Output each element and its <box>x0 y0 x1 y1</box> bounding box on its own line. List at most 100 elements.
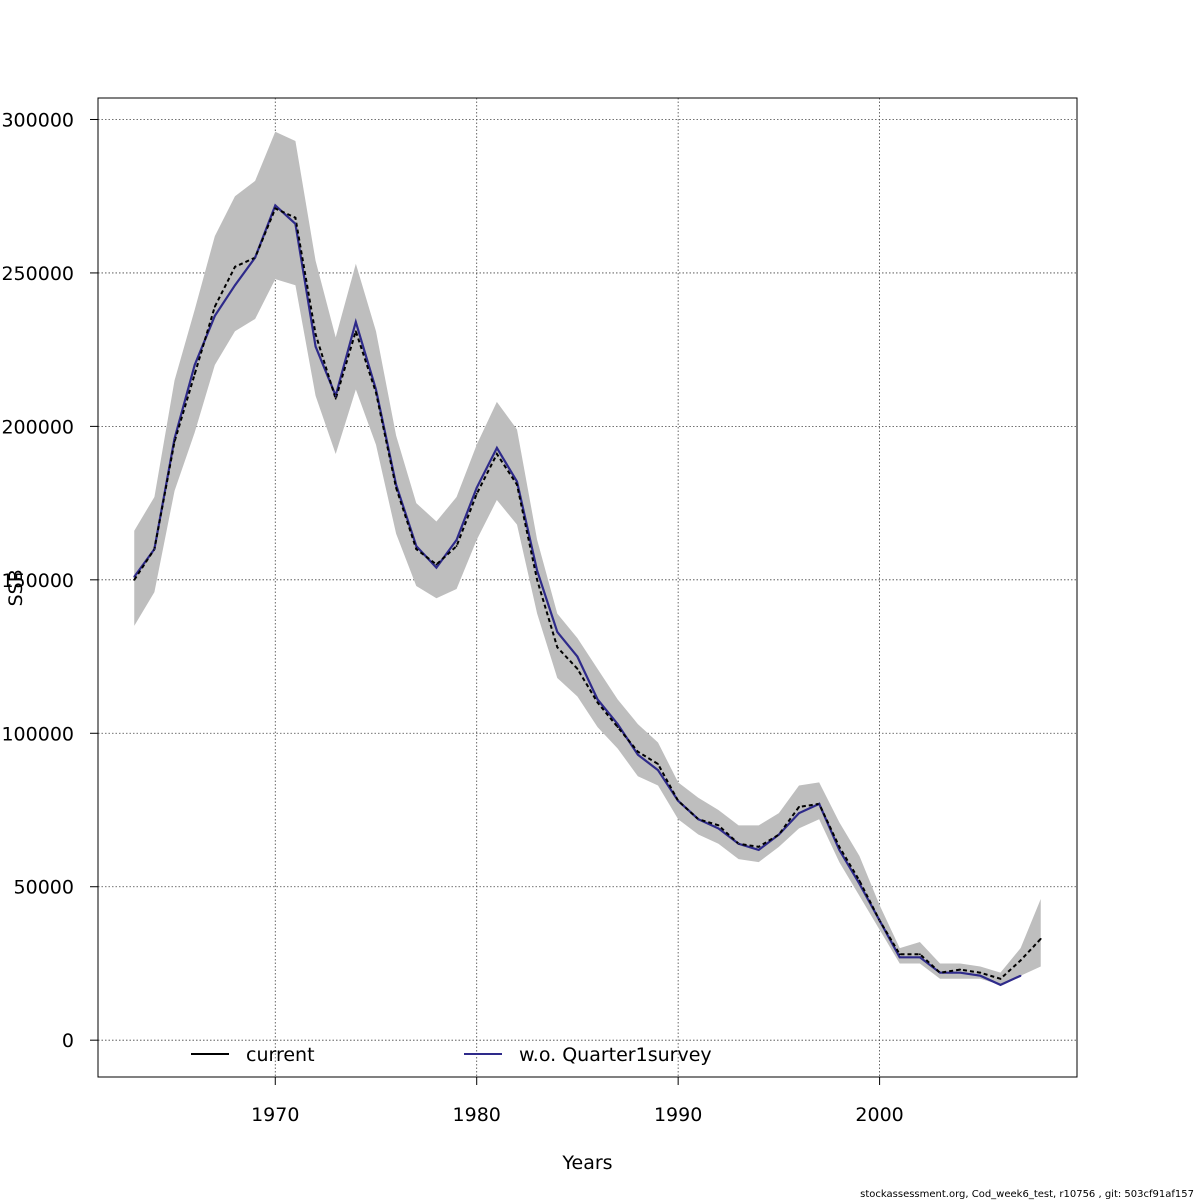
data-point-current <box>556 646 559 649</box>
data-point-w-o-quarter1survey <box>536 569 539 572</box>
x-tick-label: 1970 <box>251 1104 299 1126</box>
data-point-current <box>798 806 800 808</box>
data-point-w-o-quarter1survey <box>616 723 619 725</box>
data-point-w-o-quarter1survey <box>395 483 398 486</box>
data-point-w-o-quarter1survey <box>737 842 740 845</box>
data-point-current <box>193 373 196 376</box>
data-point-w-o-quarter1survey <box>375 388 377 391</box>
data-point-w-o-quarter1survey <box>657 769 659 772</box>
y-tick-label: 100000 <box>1 723 74 745</box>
legend-label-current: current <box>246 1044 315 1066</box>
data-point-current <box>717 824 720 827</box>
data-point-current <box>475 492 478 495</box>
data-point-current <box>1039 937 1042 940</box>
y-tick-label: 200000 <box>1 416 74 438</box>
data-point-w-o-quarter1survey <box>334 394 337 397</box>
y-tick-label: 250000 <box>1 263 74 285</box>
data-point-w-o-quarter1survey <box>475 486 478 489</box>
data-point-current <box>455 545 458 547</box>
data-point-w-o-quarter1survey <box>173 437 176 440</box>
data-point-w-o-quarter1survey <box>979 974 982 977</box>
data-point-w-o-quarter1survey <box>274 204 277 207</box>
x-axis-label: Years <box>561 1152 612 1174</box>
data-point-w-o-quarter1survey <box>133 575 136 578</box>
data-point-w-o-quarter1survey <box>959 971 962 974</box>
data-point-current <box>294 216 297 219</box>
data-point-w-o-quarter1survey <box>153 548 156 551</box>
data-point-current <box>213 305 216 308</box>
data-point-w-o-quarter1survey <box>435 566 438 569</box>
data-point-w-o-quarter1survey <box>354 321 357 323</box>
legend: current w.o. Quarter1survey <box>191 1044 712 1066</box>
data-point-current <box>395 486 398 489</box>
data-point-w-o-quarter1survey <box>798 812 800 814</box>
data-point-w-o-quarter1survey <box>254 256 257 259</box>
data-point-current <box>979 971 982 974</box>
y-axis-ticks: 0 50000 100000 150000 200000 250000 300000 <box>1 109 98 1052</box>
data-point-current <box>234 265 236 268</box>
data-point-current <box>999 977 1002 980</box>
data-point-current <box>495 453 498 455</box>
data-point-w-o-quarter1survey <box>677 799 680 802</box>
data-point-w-o-quarter1survey <box>415 545 418 547</box>
data-point-current <box>657 763 659 765</box>
data-point-w-o-quarter1survey <box>878 919 881 922</box>
data-point-current <box>858 879 861 882</box>
series-line-w-o-quarter1survey <box>133 203 1022 987</box>
data-point-w-o-quarter1survey <box>1019 974 1022 977</box>
data-point-current <box>576 667 579 670</box>
data-point-w-o-quarter1survey <box>757 848 760 851</box>
series-lines <box>133 203 1042 987</box>
data-point-w-o-quarter1survey <box>918 956 921 959</box>
y-tick-label: 50000 <box>14 877 74 899</box>
y-tick-label: 300000 <box>1 109 74 131</box>
data-point-current <box>757 845 760 848</box>
data-point-w-o-quarter1survey <box>999 984 1002 986</box>
data-point-current <box>596 701 599 704</box>
x-axis-ticks: 1970 1980 1990 2000 <box>251 1077 904 1126</box>
data-point-current <box>616 726 619 729</box>
data-point-w-o-quarter1survey <box>516 480 518 483</box>
data-point-current <box>918 953 921 956</box>
data-point-current <box>1019 959 1022 962</box>
data-point-w-o-quarter1survey <box>596 698 599 701</box>
data-point-w-o-quarter1survey <box>455 539 458 541</box>
data-point-current <box>173 440 176 443</box>
x-tick-label: 1990 <box>654 1104 702 1126</box>
legend-label-w-o-quarter1survey: w.o. Quarter1survey <box>519 1044 712 1066</box>
x-tick-label: 1980 <box>453 1104 501 1126</box>
data-point-current <box>133 578 136 581</box>
data-point-w-o-quarter1survey <box>636 753 639 756</box>
data-point-w-o-quarter1survey <box>697 818 700 821</box>
footer-credit: stockassessment.org, Cod_week6_test, r10… <box>860 1189 1194 1200</box>
data-point-current <box>838 845 841 848</box>
data-point-w-o-quarter1survey <box>495 446 498 449</box>
data-point-w-o-quarter1survey <box>858 882 861 885</box>
data-point-current <box>415 548 418 551</box>
y-axis-label: SSB <box>5 569 27 606</box>
data-point-current <box>334 397 337 400</box>
data-point-w-o-quarter1survey <box>556 631 559 633</box>
data-point-current <box>959 968 962 971</box>
data-point-w-o-quarter1survey <box>576 655 579 658</box>
data-point-w-o-quarter1survey <box>818 802 821 805</box>
data-point-w-o-quarter1survey <box>314 345 317 348</box>
confidence-band <box>134 131 1041 985</box>
data-point-w-o-quarter1survey <box>193 364 196 366</box>
y-tick-label: 150000 <box>1 570 74 592</box>
data-point-w-o-quarter1survey <box>294 222 297 225</box>
data-point-current <box>435 563 438 566</box>
confidence-band-layer <box>134 131 1041 985</box>
data-point-w-o-quarter1survey <box>717 827 720 830</box>
data-point-current <box>898 953 901 956</box>
data-point-w-o-quarter1survey <box>838 848 841 851</box>
data-point-w-o-quarter1survey <box>777 833 780 836</box>
series-line-current <box>133 207 1042 980</box>
data-point-current <box>536 578 539 581</box>
data-point-current <box>274 207 277 210</box>
x-tick-label: 2000 <box>855 1104 903 1126</box>
data-point-w-o-quarter1survey <box>234 284 236 287</box>
data-point-current <box>516 483 518 486</box>
plot-border <box>97 97 1078 1078</box>
data-point-current <box>636 750 639 753</box>
